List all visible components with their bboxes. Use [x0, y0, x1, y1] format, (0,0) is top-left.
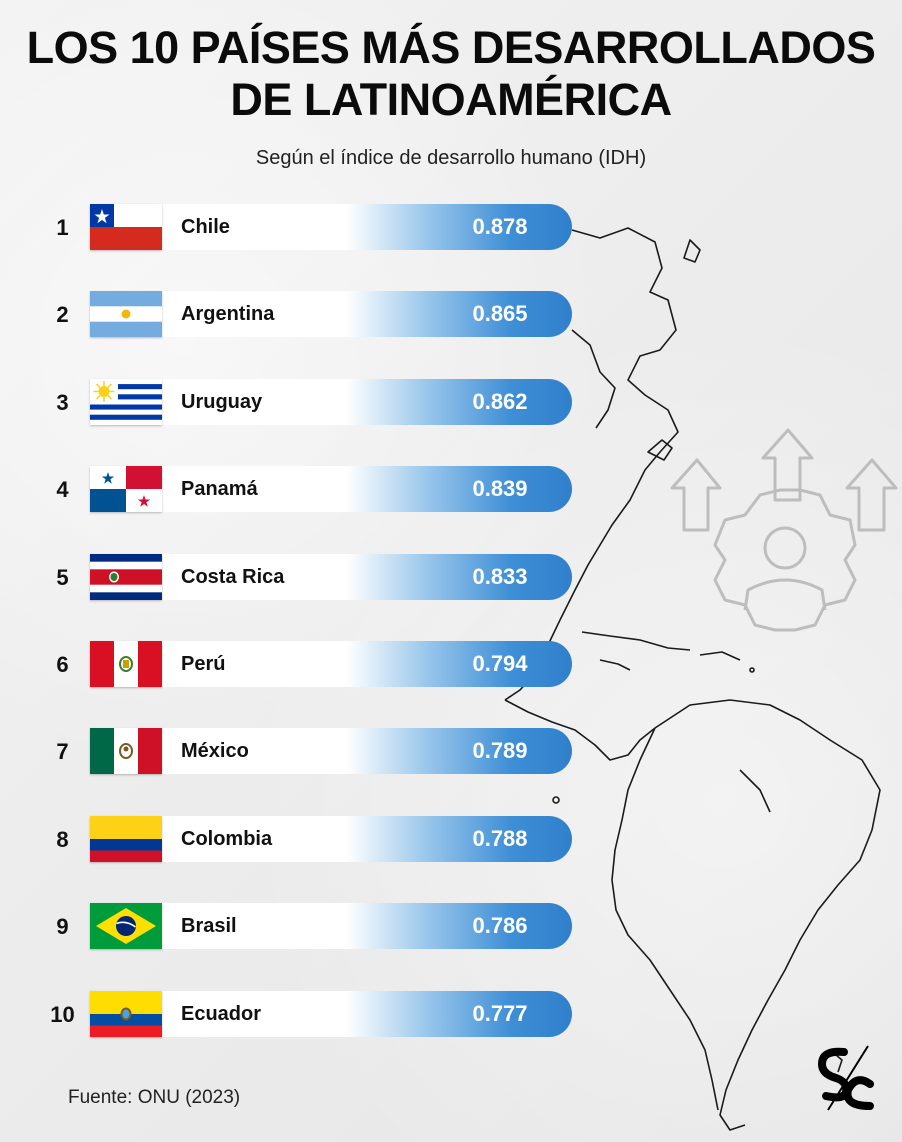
bar-mark [162, 816, 572, 862]
ranking-row: 3 Uruguay 0.862 [0, 379, 600, 427]
title-line-2: DE LATINOAMÉRICA [230, 74, 672, 125]
value-label: 0.862 [472, 389, 528, 414]
country-label: Chile [181, 216, 230, 238]
country-label: Perú [181, 653, 226, 675]
rank-label: 3 [56, 390, 69, 415]
rank-label: 5 [56, 565, 69, 590]
sc-logo-icon [817, 1045, 874, 1111]
value-label: 0.794 [472, 651, 528, 676]
panama-flag-icon [90, 466, 162, 512]
country-label: Costa Rica [181, 566, 285, 588]
bar-mark [162, 554, 572, 600]
value-label: 0.865 [472, 301, 528, 326]
country-label: Uruguay [181, 391, 263, 413]
country-label: Colombia [181, 828, 273, 850]
ranking-row: 10 Ecuador 0.777 [0, 991, 600, 1039]
brazil-flag-icon [90, 903, 162, 949]
rank-label: 4 [56, 477, 69, 502]
ranking-row: 4 Panamá 0.839 [0, 466, 600, 514]
rank-label: 7 [56, 739, 69, 764]
chile-flag-icon [90, 204, 162, 250]
argentina-flag-icon [90, 291, 162, 337]
ranking-row: 8 Colombia 0.788 [0, 816, 600, 864]
bar-mark [162, 466, 572, 512]
source-note: Fuente: ONU (2023) [68, 1087, 241, 1108]
value-label: 0.777 [472, 1001, 528, 1026]
value-label: 0.788 [472, 826, 528, 851]
rank-label: 1 [56, 215, 69, 240]
country-label: Ecuador [181, 1003, 262, 1025]
ranking-row: 2 Argentina 0.865 [0, 291, 600, 339]
country-label: Brasil [181, 915, 237, 937]
ranking-row: 9 Brasil 0.786 [0, 903, 600, 951]
country-label: Argentina [181, 303, 275, 325]
value-label: 0.839 [472, 476, 528, 501]
value-label: 0.833 [472, 564, 528, 589]
bar-mark [162, 379, 572, 425]
country-label: México [181, 740, 249, 762]
uruguay-flag-icon [90, 379, 162, 425]
mexico-flag-icon [90, 728, 162, 774]
rank-label: 2 [56, 302, 69, 327]
rank-label: 10 [50, 1002, 75, 1027]
value-label: 0.786 [472, 913, 528, 938]
value-label: 0.789 [472, 738, 528, 763]
ranking-row: 1 Chile 0.878 [0, 204, 600, 252]
costa-rica-flag-icon [90, 554, 162, 600]
ranking-row: 5 Costa Rica 0.833 [0, 554, 600, 602]
bar-mark [162, 728, 572, 774]
bar-mark [162, 641, 572, 687]
chart-subtitle: Según el índice de desarrollo humano (ID… [255, 147, 647, 169]
bar-mark [162, 291, 572, 337]
peru-flag-icon [90, 641, 162, 687]
bar-mark [162, 204, 572, 250]
title-line-1: LOS 10 PAÍSES MÁS DESARROLLADOS [26, 22, 876, 73]
page-title: LOS 10 PAÍSES MÁS DESARROLLADOS DE LATIN… [0, 22, 902, 126]
rank-label: 8 [56, 827, 69, 852]
ecuador-flag-icon [90, 991, 162, 1037]
bar-mark [162, 903, 572, 949]
rank-label: 9 [56, 914, 69, 939]
ranking-row: 6 Perú 0.794 [0, 641, 600, 689]
bar-mark [162, 991, 572, 1037]
value-label: 0.878 [472, 214, 528, 239]
ranking-row: 7 México 0.789 [0, 728, 600, 776]
country-label: Panamá [181, 478, 258, 500]
rank-label: 6 [56, 652, 69, 677]
colombia-flag-icon [90, 816, 162, 862]
